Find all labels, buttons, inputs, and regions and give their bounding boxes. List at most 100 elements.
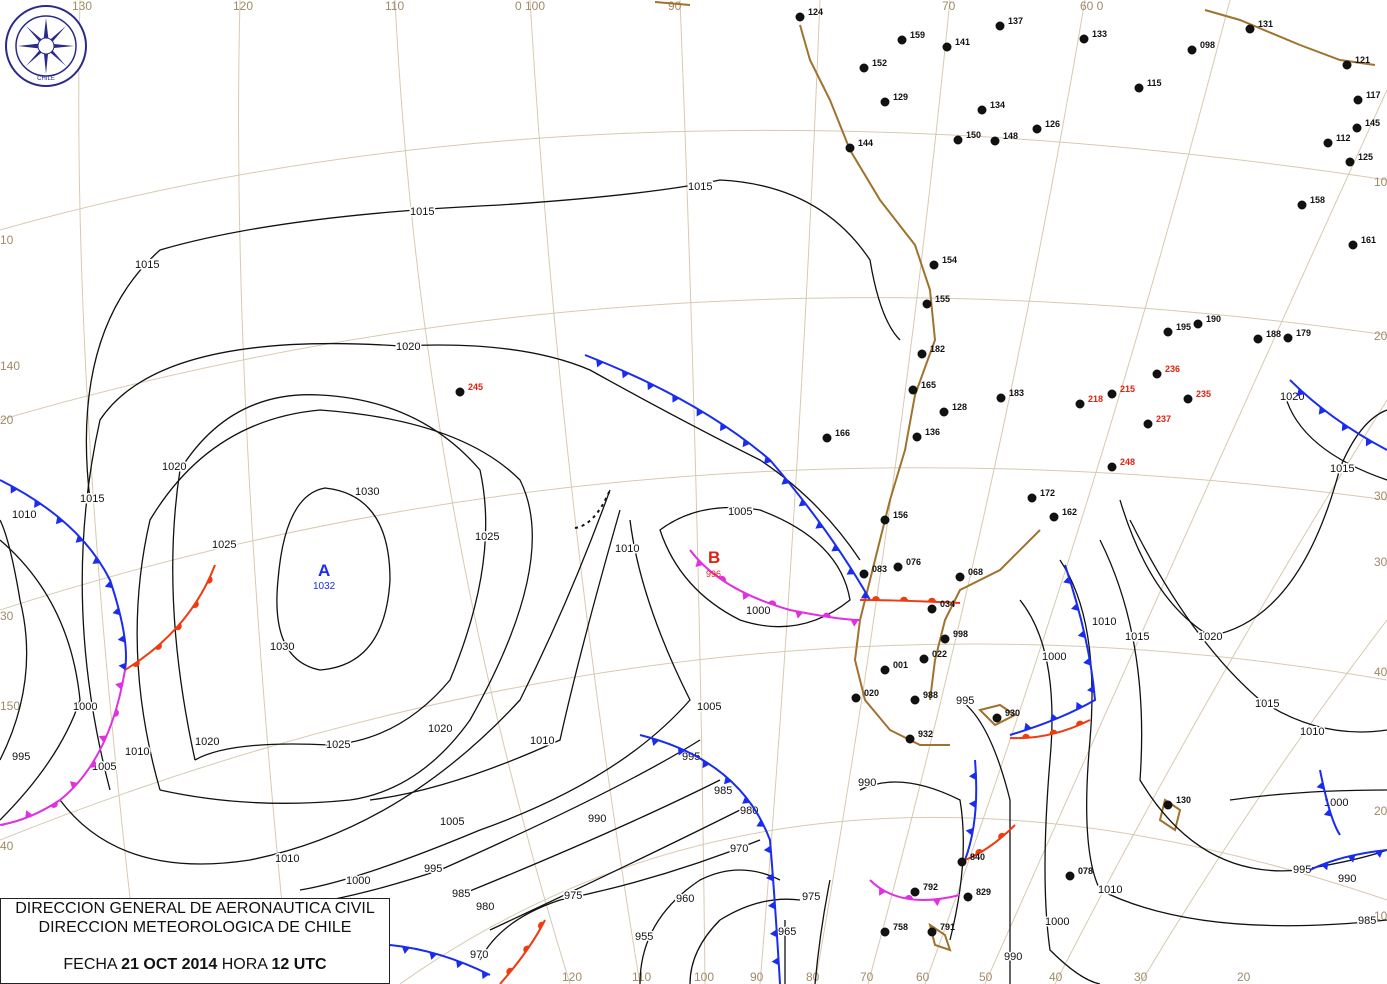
longitude-label: 100 bbox=[694, 970, 714, 984]
station-cloud-cover-icon bbox=[880, 665, 890, 675]
latitude-label: 20 bbox=[1374, 329, 1387, 343]
station-cloud-cover-icon bbox=[1079, 34, 1089, 44]
station-plot: 182 bbox=[917, 344, 945, 359]
cold-front-triangle bbox=[677, 747, 686, 756]
cold-front-triangle bbox=[621, 370, 630, 379]
longitude-label: 30 bbox=[1134, 970, 1148, 984]
warm-front-semicircle bbox=[0, 823, 7, 826]
station-pressure: 172 bbox=[1040, 488, 1055, 498]
station-plot: 172 bbox=[1027, 488, 1055, 503]
isobar-label: 1025 bbox=[475, 531, 499, 543]
latitude-label: 40 bbox=[0, 839, 14, 853]
station-pressure: 829 bbox=[976, 887, 991, 897]
warm-front-semicircle bbox=[927, 597, 936, 602]
station-plot: 154 bbox=[929, 255, 957, 270]
station-pressure: 152 bbox=[872, 58, 887, 68]
isobar-label: 990 bbox=[588, 813, 606, 825]
station-pressure: 083 bbox=[872, 564, 887, 574]
station-pressure: 144 bbox=[858, 138, 873, 148]
station-plot: 133 bbox=[1079, 29, 1107, 44]
station-cloud-cover-icon bbox=[953, 135, 963, 145]
station-cloud-cover-icon bbox=[942, 42, 952, 52]
station-pressure: 112 bbox=[1336, 133, 1351, 143]
station-plot: 129 bbox=[880, 92, 908, 107]
station-cloud-cover-icon bbox=[1348, 240, 1358, 250]
station-plot: 145 bbox=[1352, 118, 1380, 133]
station-cloud-cover-icon bbox=[1027, 493, 1037, 503]
station-pressure: 166 bbox=[835, 428, 850, 438]
cold-front-triangle bbox=[723, 776, 732, 785]
station-plot: 165 bbox=[908, 380, 936, 395]
cold-front bbox=[1309, 849, 1387, 871]
cold-front-triangle bbox=[401, 946, 410, 955]
warm-front-semicircle bbox=[822, 612, 831, 618]
occluded-front bbox=[869, 879, 961, 901]
cold-front-triangle bbox=[1341, 423, 1350, 432]
station-cloud-cover-icon bbox=[822, 433, 832, 443]
isobar-label: 1030 bbox=[355, 486, 379, 498]
station-cloud-cover-icon bbox=[893, 562, 903, 572]
logo-text: CHILE bbox=[37, 76, 55, 82]
isobar-label: 990 bbox=[1338, 873, 1356, 885]
station-cloud-cover-icon bbox=[927, 604, 937, 614]
station-cloud-cover-icon bbox=[1253, 334, 1263, 344]
cold-front-triangle bbox=[965, 827, 974, 836]
station-plot: 068 bbox=[955, 567, 983, 582]
cold-front-triangle bbox=[1071, 603, 1079, 611]
cold-front-triangle bbox=[55, 516, 64, 525]
station-pressure: 130 bbox=[1176, 795, 1191, 805]
station-pressure: 131 bbox=[1258, 19, 1273, 29]
cold-front bbox=[584, 354, 871, 601]
warm-front-semicircle bbox=[871, 596, 880, 601]
warm-front-semicircle bbox=[50, 801, 58, 808]
station-plot: 248 bbox=[1107, 457, 1135, 472]
cold-front-triangle bbox=[1316, 781, 1325, 790]
warm-front-semicircle bbox=[89, 760, 97, 768]
station-cloud-cover-icon bbox=[1245, 24, 1255, 34]
station-plot: 156 bbox=[880, 510, 908, 525]
station-pressure: 188 bbox=[1266, 329, 1281, 339]
station-cloud-cover-icon bbox=[897, 35, 907, 45]
cold-front-triangle bbox=[34, 499, 42, 508]
isobar-label: 1010 bbox=[275, 853, 299, 865]
station-plot: 161 bbox=[1348, 235, 1376, 250]
station-plot: 020 bbox=[851, 688, 879, 703]
isobar-label: 1015 bbox=[1125, 631, 1149, 643]
isobar-label: 980 bbox=[476, 901, 494, 913]
cold-front-triangle bbox=[75, 535, 84, 543]
station-pressure: 137 bbox=[1008, 16, 1023, 26]
station-cloud-cover-icon bbox=[1134, 83, 1144, 93]
fronts bbox=[0, 354, 1387, 984]
cold-front-triangle bbox=[696, 408, 704, 417]
cold-front-triangle bbox=[429, 952, 438, 960]
station-pressure: 117 bbox=[1366, 90, 1381, 100]
isobar-label: 1000 bbox=[1045, 916, 1069, 928]
warm-front bbox=[1009, 719, 1091, 740]
isobar-label: 1015 bbox=[135, 259, 159, 271]
warm-front bbox=[964, 824, 1016, 861]
station-cloud-cover-icon bbox=[990, 136, 1000, 146]
station-pressure: 158 bbox=[1310, 195, 1325, 205]
station-cloud-cover-icon bbox=[922, 299, 932, 309]
station-plot: 932 bbox=[905, 729, 933, 744]
cold-front-triangle bbox=[112, 607, 121, 616]
station-plot: 245 bbox=[455, 382, 483, 397]
station-cloud-cover-icon bbox=[910, 887, 920, 897]
cold-front-triangle bbox=[672, 394, 680, 403]
station-pressure: 162 bbox=[1062, 507, 1077, 517]
station-plot: 188 bbox=[1253, 329, 1281, 344]
station-cloud-cover-icon bbox=[995, 21, 1005, 31]
isobar-label: 1000 bbox=[1042, 651, 1066, 663]
warm-front-semicircle bbox=[506, 967, 513, 975]
station-pressure: 190 bbox=[1206, 314, 1221, 324]
cold-front-triangle bbox=[1076, 701, 1084, 710]
station-pressure: 145 bbox=[1365, 118, 1380, 128]
latitude-label: 150 bbox=[0, 699, 20, 713]
dmc-logo: CHILE bbox=[5, 5, 87, 87]
station-plot: 112 bbox=[1323, 133, 1351, 148]
station-pressure: 930 bbox=[1005, 708, 1020, 718]
isobar-label: 1025 bbox=[326, 739, 350, 751]
isobar-label: 970 bbox=[730, 843, 748, 855]
cold-front-triangle bbox=[702, 760, 710, 769]
cold-front-triangle bbox=[10, 485, 18, 494]
